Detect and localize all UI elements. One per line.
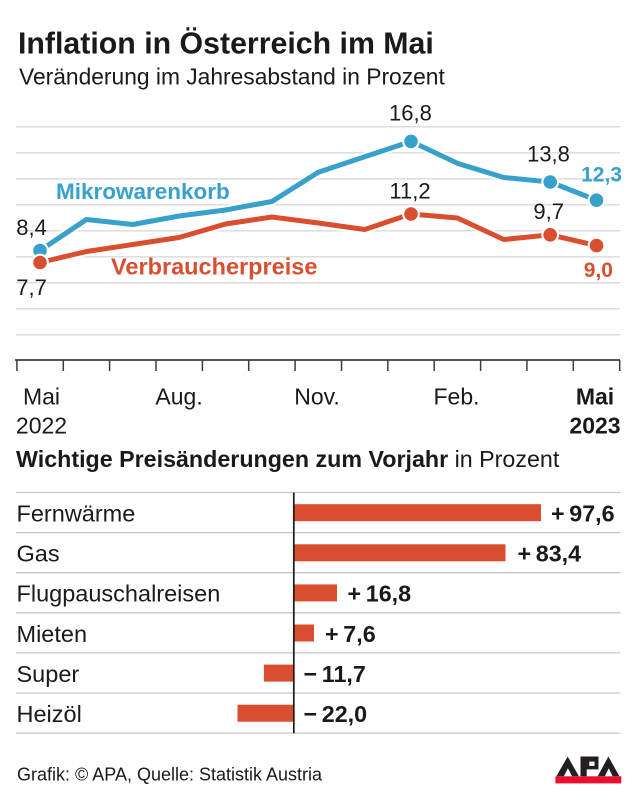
- svg-text:Mai: Mai: [23, 384, 60, 410]
- svg-text:Gas: Gas: [17, 541, 60, 567]
- svg-text:+ 7,6: + 7,6: [325, 621, 376, 647]
- svg-text:Super: Super: [17, 661, 80, 687]
- svg-text:16,8: 16,8: [389, 101, 432, 126]
- svg-text:Aug.: Aug.: [155, 384, 202, 410]
- svg-text:Mieten: Mieten: [17, 621, 88, 647]
- svg-text:9,0: 9,0: [584, 259, 613, 282]
- svg-text:13,8: 13,8: [527, 141, 570, 166]
- svg-text:Mikrowarenkorb: Mikrowarenkorb: [56, 179, 230, 204]
- svg-text:Heizöl: Heizöl: [17, 701, 82, 727]
- svg-text:− 11,7: − 11,7: [304, 661, 366, 687]
- svg-text:Grafik: © APA, Quelle: Statist: Grafik: © APA, Quelle: Statistik Austria: [17, 765, 323, 785]
- svg-text:+ 16,8: + 16,8: [348, 581, 412, 607]
- svg-text:7,7: 7,7: [16, 275, 47, 300]
- svg-text:2022: 2022: [16, 413, 67, 439]
- svg-text:Feb.: Feb.: [433, 384, 479, 410]
- svg-text:2023: 2023: [569, 413, 620, 439]
- svg-text:11,2: 11,2: [389, 179, 430, 204]
- svg-text:Fernwärme: Fernwärme: [17, 501, 136, 527]
- svg-text:Inflation in Österreich im Mai: Inflation in Österreich im Mai: [18, 28, 434, 61]
- svg-text:Veränderung im Jahresabstand i: Veränderung im Jahresabstand in Prozent: [19, 64, 445, 90]
- svg-text:+ 83,4: + 83,4: [518, 541, 582, 567]
- svg-text:9,7: 9,7: [533, 199, 564, 224]
- svg-text:Mai: Mai: [576, 384, 614, 410]
- svg-text:Wichtige Preisänderungen zum V: Wichtige Preisänderungen zum Vorjahr in …: [16, 446, 560, 472]
- svg-text:Verbraucherpreise: Verbraucherpreise: [111, 254, 317, 280]
- svg-text:− 22,0: − 22,0: [304, 701, 368, 727]
- svg-text:Nov.: Nov.: [294, 384, 340, 410]
- svg-text:8,4: 8,4: [16, 215, 47, 240]
- svg-text:+ 97,6: + 97,6: [551, 501, 615, 527]
- svg-text:12,3: 12,3: [581, 164, 622, 187]
- svg-text:Flugpauschalreisen: Flugpauschalreisen: [17, 581, 221, 607]
